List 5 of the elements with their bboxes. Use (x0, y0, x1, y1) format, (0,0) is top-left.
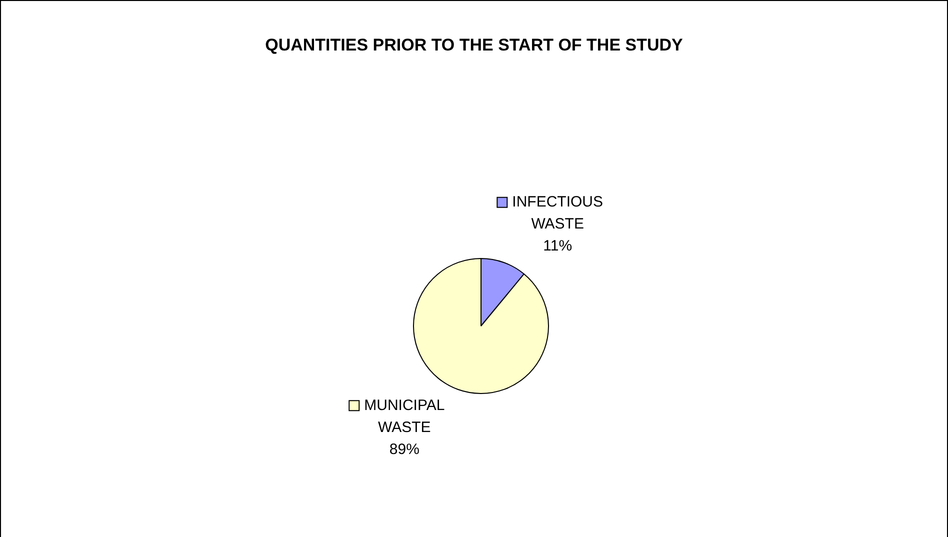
data-label: 11% (543, 238, 572, 255)
chart-title: QUANTITIES PRIOR TO THE START OF THE STUDY (265, 36, 684, 55)
data-label: 89% (389, 440, 420, 458)
legend-label: INFECTIOUS WASTE (512, 194, 604, 233)
legend-label: MUNICIPAL WASTE (364, 396, 445, 436)
